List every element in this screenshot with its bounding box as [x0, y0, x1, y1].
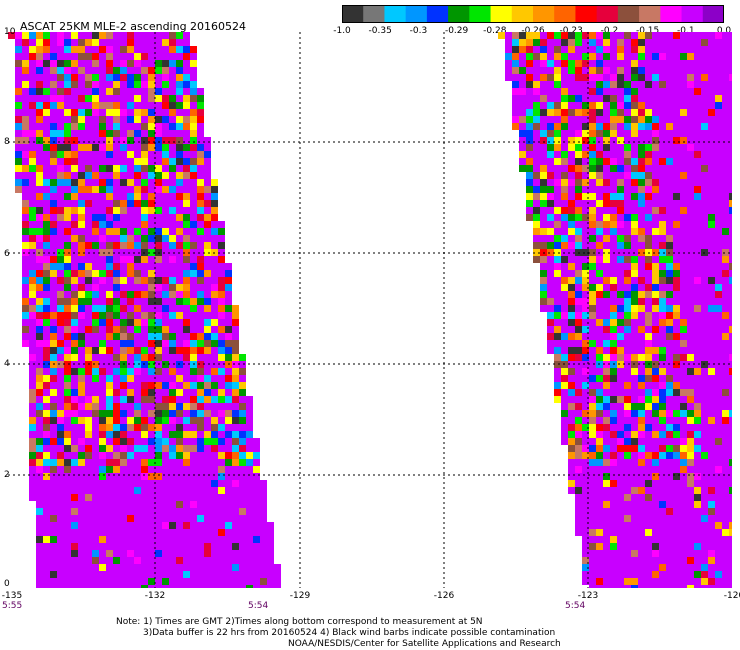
y-tick-0: 0: [4, 579, 10, 589]
map-date: 20160524: [190, 20, 246, 33]
x-tick-123: -123: [577, 591, 599, 601]
color-bar-swatch: [490, 5, 513, 23]
x-tick-126: -126: [433, 591, 455, 601]
time-label-mid: 5:54: [248, 601, 269, 611]
color-bar-swatch: [639, 5, 661, 23]
color-bar-label: -0.23: [559, 26, 583, 36]
y-tick-4: 4: [4, 359, 10, 369]
color-bar-swatch: [681, 5, 704, 23]
x-tick-120: -120: [723, 591, 740, 601]
color-bar-swatch: [575, 5, 598, 23]
time-label-left: 5:55: [2, 601, 23, 611]
swath-plot: [8, 32, 732, 588]
x-tick-132: -132: [144, 591, 166, 601]
color-bar-swatch: [426, 5, 449, 23]
color-bar-label: -0.29: [444, 26, 469, 36]
color-bar-swatch: [342, 5, 364, 23]
y-tick-6: 6: [4, 249, 10, 259]
color-bar-swatch: [405, 5, 428, 23]
color-bar-swatch: [384, 5, 407, 23]
note-line-1: Note: 1) Times are GMT 2)Times along bot…: [116, 617, 483, 627]
color-bar-swatch: [660, 5, 683, 23]
color-bar-label: -0.26: [521, 26, 545, 36]
color-bar-label: -0.15: [635, 26, 660, 36]
color-bar-swatch: [702, 5, 724, 23]
color-bar-swatch: [363, 5, 385, 23]
color-bar: [342, 5, 724, 23]
color-bar-label: -0.3: [409, 26, 428, 36]
color-bar-label: -0.2: [600, 26, 619, 36]
grid-lines: [8, 32, 732, 588]
color-bar-swatch: [533, 5, 555, 23]
color-bar-swatch: [554, 5, 576, 23]
x-tick-135: -135: [1, 591, 23, 601]
color-bar-label: 0.0: [716, 26, 732, 36]
color-bar-swatch: [511, 5, 534, 23]
color-bar-label: -1.0: [333, 26, 351, 36]
map-title: ASCAT 25KM MLE-2 ascending: [20, 20, 187, 33]
y-tick-10: 10: [4, 27, 16, 37]
x-tick-129: -129: [289, 591, 311, 601]
color-bar-label: -0.28: [483, 26, 507, 36]
color-bar-swatch: [596, 5, 619, 23]
note-line-3: NOAA/NESDIS/Center for Satellite Applica…: [288, 639, 561, 649]
color-bar-label: -0.35: [368, 26, 392, 36]
swath-cells: [8, 32, 732, 588]
time-label-right: 5:54: [565, 601, 586, 611]
color-bar-swatch: [448, 5, 470, 23]
color-bar-swatch: [469, 5, 492, 23]
y-tick-8: 8: [4, 137, 10, 147]
y-tick-2: 2: [4, 470, 10, 480]
color-bar-swatch: [617, 5, 640, 23]
note-line-2: 3)Data buffer is 22 hrs from 20160524 4)…: [143, 628, 556, 638]
color-bar-label: -0.1: [677, 26, 695, 36]
